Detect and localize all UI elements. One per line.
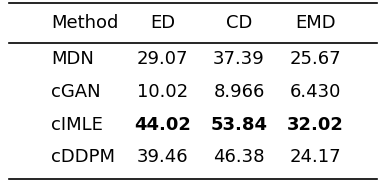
Text: MDN: MDN [51,50,94,68]
Text: 46.38: 46.38 [213,148,265,166]
Text: cGAN: cGAN [51,83,101,101]
Text: ED: ED [150,14,175,32]
Text: EMD: EMD [295,14,336,32]
Text: 29.07: 29.07 [137,50,188,68]
Text: 39.46: 39.46 [137,148,188,166]
Text: cIMLE: cIMLE [51,116,103,134]
Text: 32.02: 32.02 [287,116,344,134]
Text: 37.39: 37.39 [213,50,265,68]
Text: 24.17: 24.17 [290,148,342,166]
Text: CD: CD [226,14,252,32]
Text: cDDPM: cDDPM [51,148,115,166]
Text: 8.966: 8.966 [213,83,265,101]
Text: 10.02: 10.02 [137,83,188,101]
Text: 6.430: 6.430 [290,83,341,101]
Text: 53.84: 53.84 [210,116,267,134]
Text: 44.02: 44.02 [134,116,191,134]
Text: 25.67: 25.67 [290,50,342,68]
Text: Method: Method [51,14,119,32]
